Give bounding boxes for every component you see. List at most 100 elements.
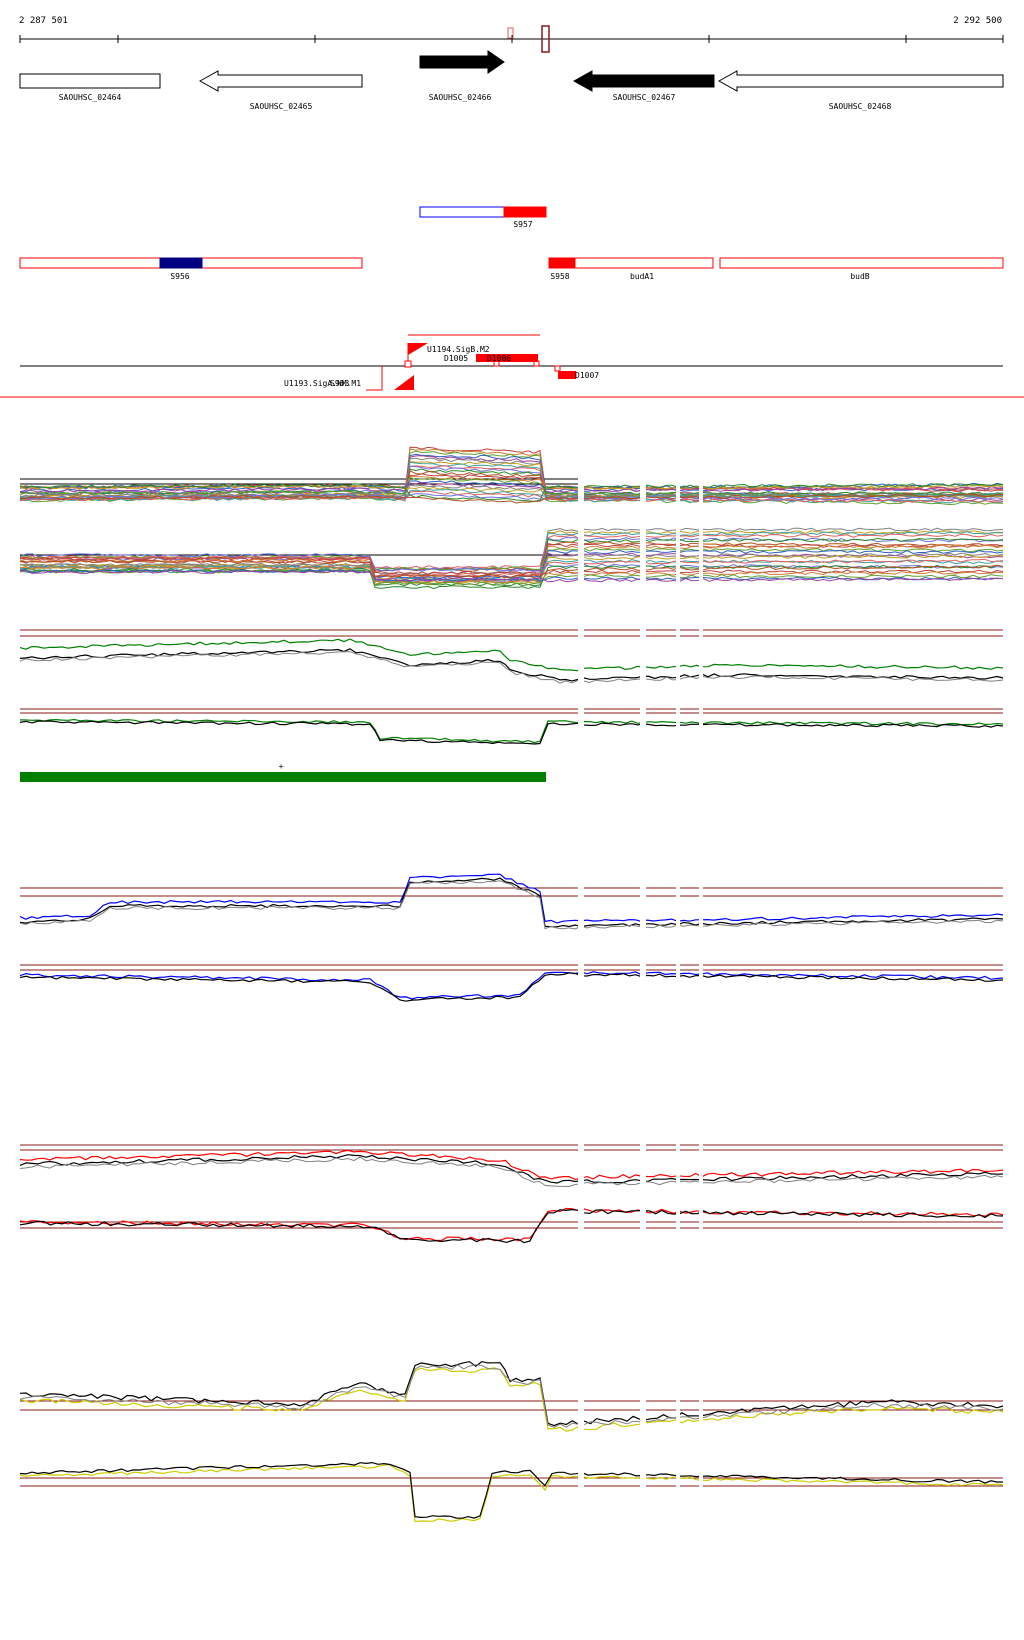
black-profile	[19, 648, 1004, 682]
expression-profile-upper	[19, 448, 1004, 499]
feature-label-u1193: U1193.SigA.NM.M1	[284, 379, 361, 388]
ruler-marker-small[interactable]	[507, 27, 514, 39]
gene-label-02468: SAOUHSC_02468	[829, 102, 892, 111]
blue-profile	[19, 971, 1004, 1000]
green-profile	[19, 718, 1004, 744]
expression-profile-lower	[19, 559, 1004, 579]
feature-d1005[interactable]	[476, 354, 496, 362]
yellow-track-bottom	[19, 1461, 1004, 1523]
blue-track-pair	[19, 873, 1004, 1002]
expression-profiles-upper	[19, 446, 1004, 506]
gene-arrow-02468[interactable]	[717, 70, 1004, 92]
segment-label-s956: S956	[170, 272, 189, 281]
feature-label-d1006: D1006	[487, 354, 511, 363]
segment-s957-blue[interactable]	[419, 206, 505, 218]
promoter-u1193[interactable]	[394, 375, 414, 390]
grey-profile	[19, 880, 1004, 930]
blue-profile	[19, 873, 1004, 924]
segment-track-lower: S956 S958 budA1 budB	[19, 257, 1004, 281]
feature-label-d1007: D1007	[575, 371, 599, 380]
black-profile	[19, 1360, 1004, 1427]
segment-s956-core[interactable]	[159, 257, 203, 269]
segment-track-upper: S957	[419, 206, 547, 229]
yellow-track-top	[19, 1360, 1004, 1432]
end-coordinate: 2 292 500	[953, 16, 1002, 26]
yellow-track-pair	[19, 1360, 1004, 1523]
segment-s958[interactable]	[548, 257, 576, 269]
feature-d1006[interactable]	[492, 354, 538, 362]
expression-profile-upper	[19, 490, 1004, 503]
feature-label-u1194: U1194.SigB.M2	[427, 345, 490, 354]
expression-profiles-lower	[19, 527, 1004, 590]
expression-profile-upper	[19, 488, 1004, 500]
red-track-top	[19, 1149, 1004, 1188]
coverage-gap	[676, 470, 680, 1550]
black-profile	[19, 720, 1004, 745]
coverage-gap	[640, 470, 646, 1550]
gene-label-02466: SAOUHSC_02466	[429, 93, 492, 102]
black-profile	[19, 1154, 1004, 1184]
feature-label-d1005: D1005	[444, 354, 468, 363]
green-profile	[19, 638, 1004, 672]
blue-track-bottom	[19, 971, 1004, 1002]
feature-track: U1194.SigB.M2 U1193.SigA.NM.M1 S963 D100…	[0, 334, 1024, 398]
segment-label-budA1: budA1	[630, 272, 654, 281]
expression-profile-upper	[19, 484, 1004, 498]
coordinate-ruler: 2 287 501 2 292 500	[19, 16, 1004, 53]
gene-label-02467: SAOUHSC_02467	[613, 93, 676, 102]
expression-profile-upper	[19, 475, 1004, 490]
green-track-bottom	[19, 718, 1004, 745]
expression-profile-lower	[19, 533, 1004, 570]
red-profile	[19, 1149, 1004, 1181]
region-marker-plus: +	[279, 762, 284, 771]
gene-arrow-02465[interactable]	[198, 70, 363, 92]
expression-profile-lower	[19, 556, 1004, 575]
black-profile	[19, 877, 1004, 928]
coverage-gaps	[578, 470, 703, 1550]
segment-label-s957: S957	[513, 220, 532, 229]
grey-profile	[19, 651, 1004, 684]
red-track-pair	[19, 1144, 1004, 1244]
black-profile	[19, 972, 1004, 1002]
feature-label-s963: S963	[330, 379, 349, 388]
red-profile	[19, 1207, 1004, 1242]
black-profile	[19, 1208, 1004, 1244]
expression-profile-upper	[19, 493, 1004, 504]
expression-profile-lower	[19, 564, 1004, 590]
green-region-bar[interactable]	[20, 772, 546, 782]
expression-profile-lower	[19, 555, 1004, 577]
promoter-u1194[interactable]	[408, 343, 428, 355]
gene-label-02465: SAOUHSC_02465	[250, 102, 313, 111]
gene-track: SAOUHSC_02464 SAOUHSC_02465 SAOUHSC_0246…	[19, 50, 1004, 111]
ruler-marker-viewport[interactable]	[541, 25, 550, 53]
gene-label-02464: SAOUHSC_02464	[59, 93, 122, 102]
gene-arrow-02464[interactable]	[19, 73, 161, 89]
green-track-pair	[19, 629, 1004, 745]
segment-label-s958: S958	[550, 272, 569, 281]
gene-arrow-02466[interactable]	[419, 50, 505, 74]
coverage-gap	[578, 470, 584, 1550]
expression-profile-lower	[19, 527, 1004, 576]
terminator-box-1[interactable]	[404, 360, 412, 368]
expression-profile-upper	[19, 483, 1004, 502]
segment-budB[interactable]	[719, 257, 1004, 269]
expression-profile-upper	[19, 481, 1004, 493]
blue-track-top	[19, 873, 1004, 930]
black-profile	[19, 1461, 1003, 1519]
coverage-gap	[699, 470, 703, 1550]
expression-profile-lower	[19, 570, 1004, 583]
start-coordinate: 2 287 501	[19, 16, 68, 26]
segment-label-budB: budB	[850, 272, 869, 281]
expression-profile-upper	[19, 484, 1004, 493]
grey-profile	[19, 1156, 1004, 1188]
yellow-profile	[19, 1367, 1004, 1432]
segment-s957-red[interactable]	[503, 206, 547, 218]
red-track-bottom	[19, 1207, 1004, 1244]
yellow-profile	[19, 1464, 1004, 1523]
gene-arrow-02467[interactable]	[572, 70, 715, 92]
grey-profile	[19, 1364, 1004, 1428]
terminator-box-4[interactable]	[554, 365, 561, 372]
feature-d1007[interactable]	[558, 371, 576, 379]
green-track-top	[19, 638, 1004, 684]
